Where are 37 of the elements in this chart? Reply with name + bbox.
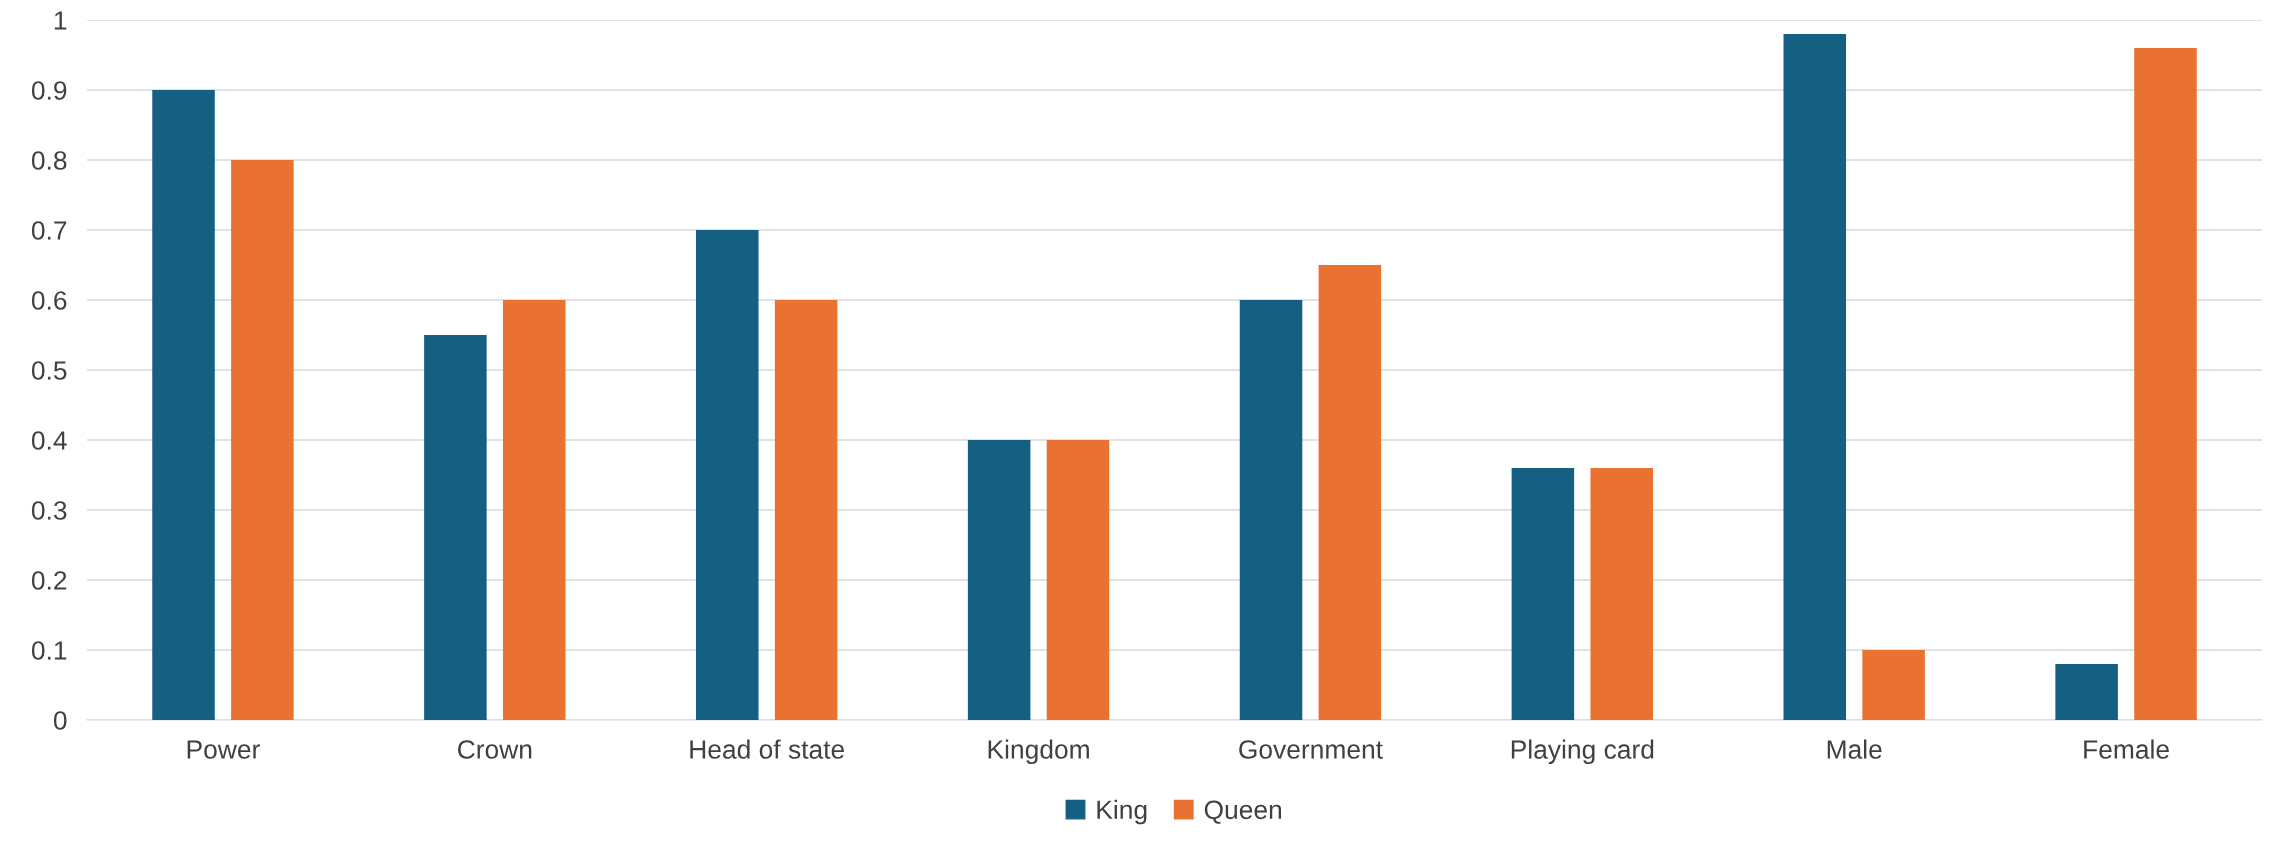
bar	[152, 90, 215, 720]
y-tick-label: 0.4	[31, 431, 67, 450]
y-tick-label: 0.6	[31, 291, 67, 310]
x-tick-label: Playing card	[1511, 739, 1654, 765]
y-tick-label: 0.5	[31, 361, 67, 380]
legend-label: Queen	[1204, 800, 1282, 824]
y-tick-label: 0	[53, 711, 67, 730]
x-tick-label: Kingdom	[988, 739, 1089, 765]
x-tick-label: Power	[187, 740, 260, 759]
bar	[1511, 468, 1575, 720]
x-tick-label: Government	[1239, 740, 1383, 759]
bar	[231, 160, 294, 720]
x-tick-label: Head of state	[690, 739, 844, 759]
bar	[1783, 34, 1847, 720]
y-tick-label: 0.7	[31, 221, 67, 240]
x-tick-label: Male	[1827, 739, 1882, 759]
bar	[2055, 664, 2118, 720]
bar	[424, 335, 487, 720]
bar	[696, 230, 759, 720]
bar	[1046, 440, 1110, 720]
bar	[2134, 48, 2197, 720]
bar	[502, 300, 566, 720]
y-tick-label: 0.3	[31, 501, 67, 520]
legend-label: King	[1097, 799, 1147, 825]
y-tick-label: 1	[54, 11, 67, 30]
y-tick-label: 0.8	[31, 151, 67, 170]
bar	[1239, 300, 1303, 720]
y-tick-label: 0.1	[31, 641, 67, 660]
y-tick-label: 0.2	[31, 571, 67, 590]
y-tick-label: 0.9	[31, 81, 67, 100]
x-tick-label: Crown	[458, 740, 532, 759]
bar	[967, 440, 1031, 720]
bar	[1318, 265, 1382, 720]
x-tick-label: Female	[2084, 739, 2169, 759]
bar	[1590, 468, 1653, 720]
bar	[1862, 650, 1925, 720]
bar	[774, 300, 838, 720]
